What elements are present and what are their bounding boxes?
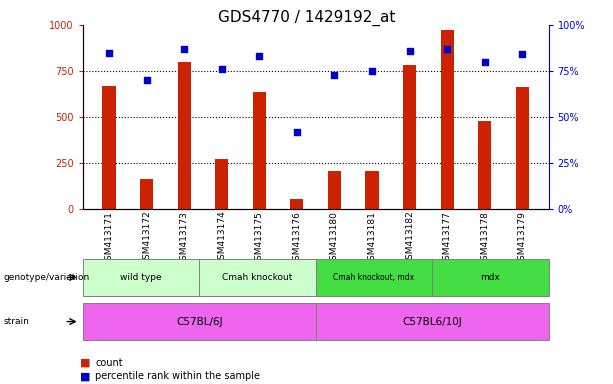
Point — [367, 68, 377, 74]
Bar — [403, 65, 416, 209]
Point — [480, 59, 490, 65]
Point — [104, 50, 114, 56]
Text: wild type: wild type — [120, 273, 162, 282]
Text: Cmah knockout, mdx: Cmah knockout, mdx — [333, 273, 414, 282]
Point — [405, 48, 414, 54]
Text: mdx: mdx — [481, 273, 500, 282]
Text: C57BL/6J: C57BL/6J — [176, 316, 223, 327]
Text: percentile rank within the sample: percentile rank within the sample — [95, 371, 260, 381]
Text: strain: strain — [3, 317, 29, 326]
Point — [517, 51, 527, 58]
Bar — [365, 172, 379, 209]
Point — [254, 53, 264, 60]
Bar — [291, 199, 303, 209]
Point — [292, 129, 302, 135]
Text: genotype/variation: genotype/variation — [3, 273, 89, 282]
Text: GDS4770 / 1429192_at: GDS4770 / 1429192_at — [218, 10, 395, 26]
Text: ■: ■ — [80, 358, 90, 368]
Point — [217, 66, 227, 72]
Point — [330, 72, 340, 78]
Bar — [253, 92, 266, 209]
Point — [443, 46, 452, 52]
Bar — [441, 30, 454, 209]
Text: count: count — [95, 358, 123, 368]
Text: C57BL6/10J: C57BL6/10J — [402, 316, 462, 327]
Bar — [328, 170, 341, 209]
Text: ■: ■ — [80, 371, 90, 381]
Point — [179, 46, 189, 52]
Point — [142, 77, 151, 83]
Bar — [140, 179, 153, 209]
Bar — [478, 121, 492, 209]
Bar — [215, 159, 229, 209]
Bar — [516, 87, 529, 209]
Bar — [102, 86, 116, 209]
Text: Cmah knockout: Cmah knockout — [223, 273, 292, 282]
Bar — [178, 62, 191, 209]
